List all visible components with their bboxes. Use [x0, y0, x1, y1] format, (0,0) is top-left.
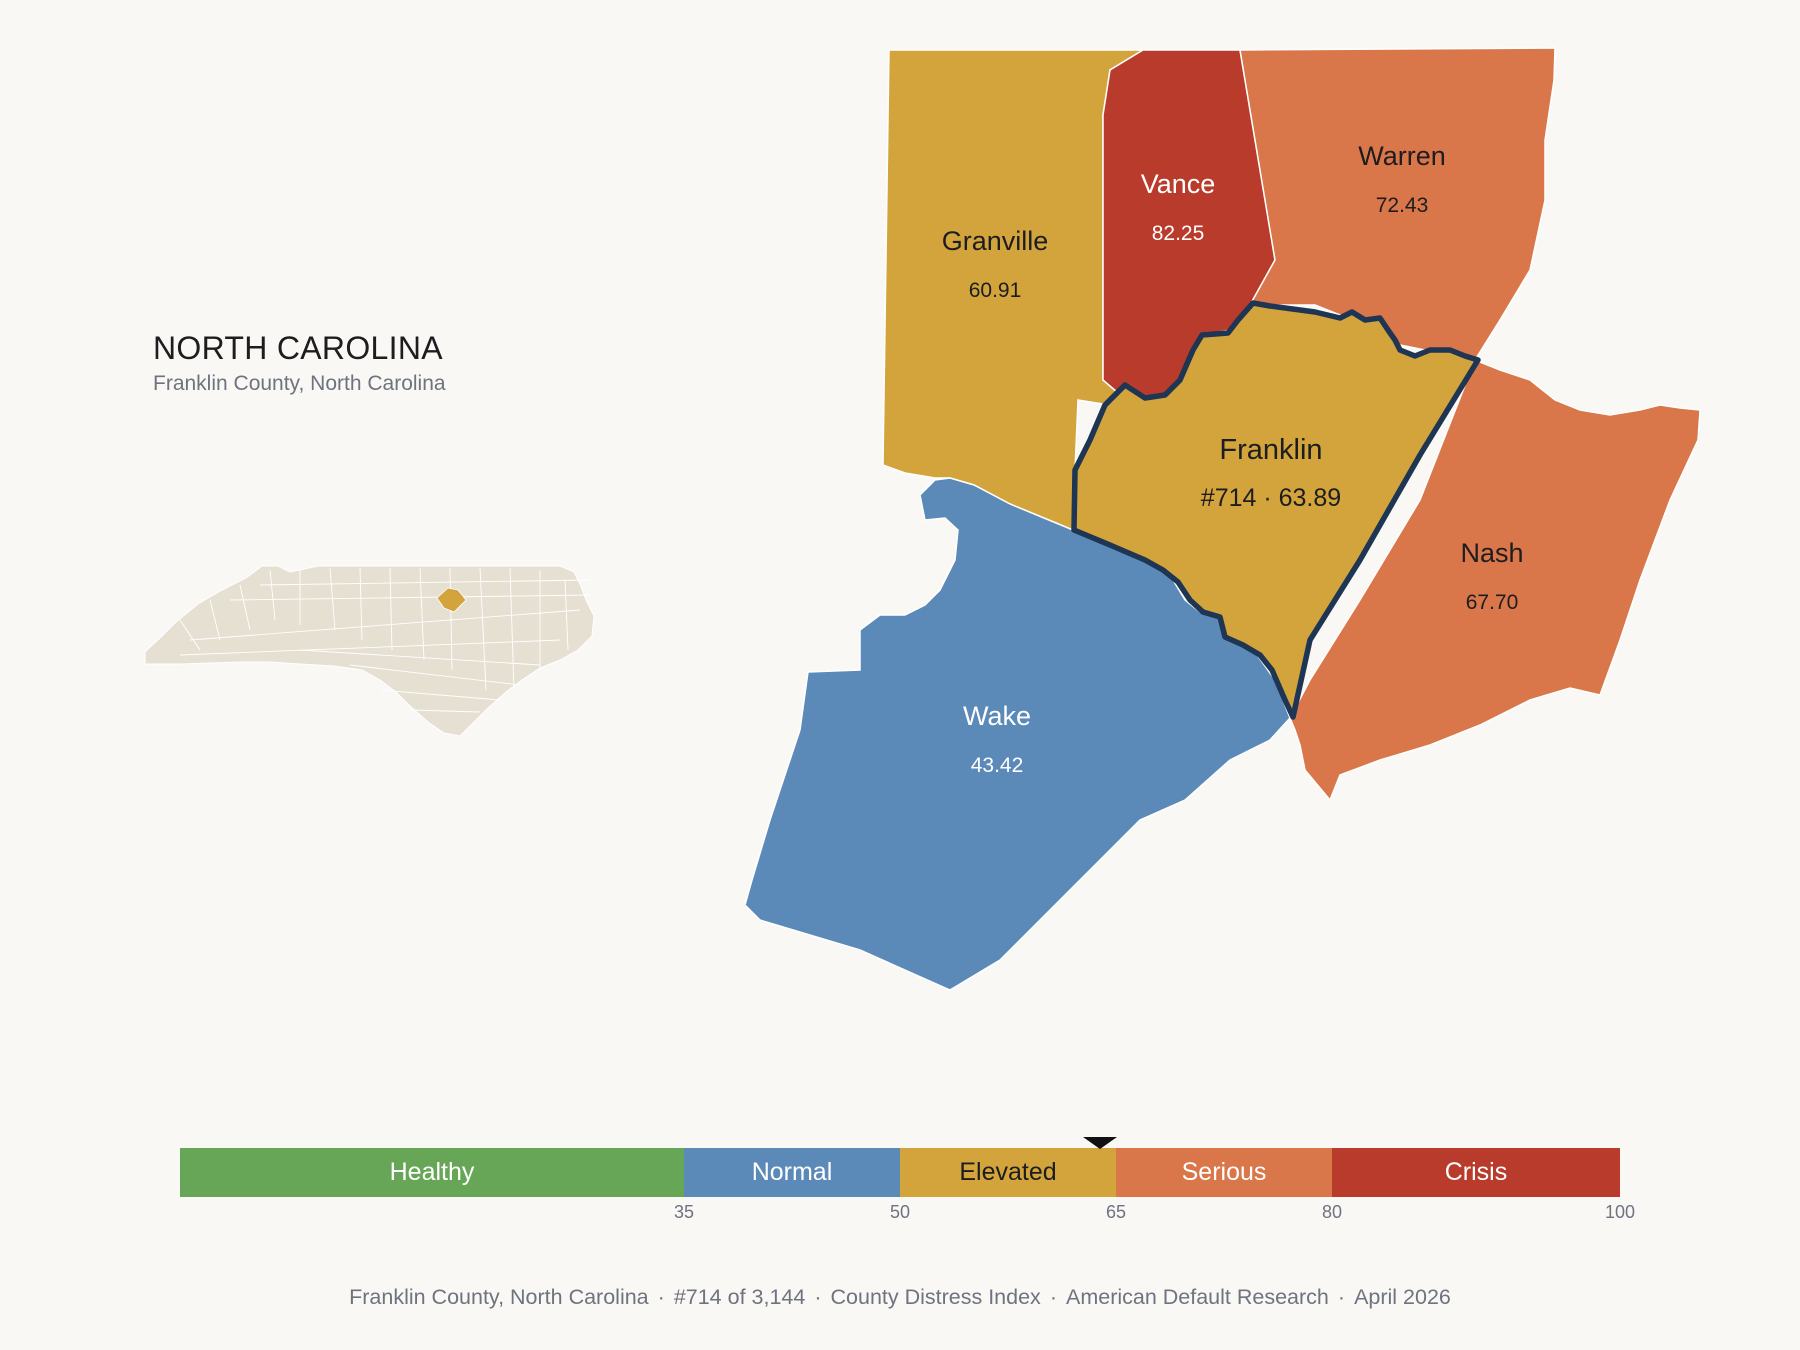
legend-label-normal: Normal — [752, 1158, 833, 1186]
county-labels: Granville 60.91 Vance 82.25 Warren 72.43 Frank… — [942, 141, 1524, 777]
footer-separator: · — [657, 1285, 665, 1309]
footer-item: County Distress Index — [830, 1285, 1041, 1309]
footer-separator: · — [814, 1285, 822, 1309]
footer-separator: · — [1337, 1285, 1346, 1309]
footer-item: American Default Research — [1065, 1285, 1329, 1309]
county-value-nash: 67.70 — [1466, 591, 1519, 614]
county-name-wake: Wake — [963, 701, 1031, 731]
county-name-vance: Vance — [1141, 169, 1216, 199]
legend-band-healthy — [180, 1148, 684, 1197]
legend-tick-80: 80 — [1322, 1202, 1342, 1222]
county-name-nash: Nash — [1460, 538, 1523, 568]
legend-tick-50: 50 — [890, 1202, 910, 1222]
legend-label-crisis: Crisis — [1445, 1158, 1508, 1186]
county-name-granville: Granville — [942, 226, 1049, 256]
legend-band-normal — [684, 1148, 900, 1197]
county-value-franklin: #714 · 63.89 — [1201, 484, 1341, 512]
footer-item: Franklin County, North Carolina — [349, 1285, 649, 1309]
legend-tick-100: 100 — [1605, 1202, 1635, 1222]
footer-separator: · — [1049, 1285, 1057, 1309]
inset-franklin-highlight — [436, 587, 467, 613]
county-subtitle: Franklin County, North Carolina — [153, 372, 446, 395]
inset-state-shape — [144, 565, 595, 737]
county-franklin[interactable] — [1071, 300, 1481, 720]
distress-legend: Healthy Normal Elevated Serious Crisis 35 50 65… — [180, 1137, 1635, 1222]
north-carolina-inset-map — [144, 565, 595, 737]
footer-item: #714 of 3,144 — [673, 1285, 806, 1309]
legend-tick-35: 35 — [674, 1202, 694, 1222]
footer-credits: Franklin County, North Carolina · #714 of … — [0, 1285, 1800, 1310]
legend-label-elevated: Elevated — [959, 1158, 1056, 1186]
county-name-warren: Warren — [1358, 141, 1446, 171]
footer-item: April 2026 — [1354, 1285, 1451, 1309]
legend-tick-65: 65 — [1106, 1202, 1126, 1222]
legend-value-marker — [1083, 1137, 1118, 1149]
legend-label-healthy: Healthy — [390, 1158, 475, 1186]
county-value-wake: 43.42 — [971, 754, 1024, 777]
inset-county-lines — [179, 567, 591, 713]
county-map — [744, 47, 1701, 991]
county-value-vance: 82.25 — [1152, 222, 1205, 245]
legend-band-elevated — [900, 1148, 1116, 1197]
county-name-franklin: Franklin — [1219, 434, 1322, 466]
county-value-warren: 72.43 — [1376, 194, 1429, 217]
county-nash[interactable] — [1289, 359, 1701, 802]
legend-label-serious: Serious — [1182, 1158, 1267, 1186]
county-value-granville: 60.91 — [969, 279, 1022, 302]
state-title: NORTH CAROLINA — [153, 330, 443, 366]
legend-band-serious — [1116, 1148, 1332, 1197]
legend-band-crisis — [1332, 1148, 1620, 1197]
